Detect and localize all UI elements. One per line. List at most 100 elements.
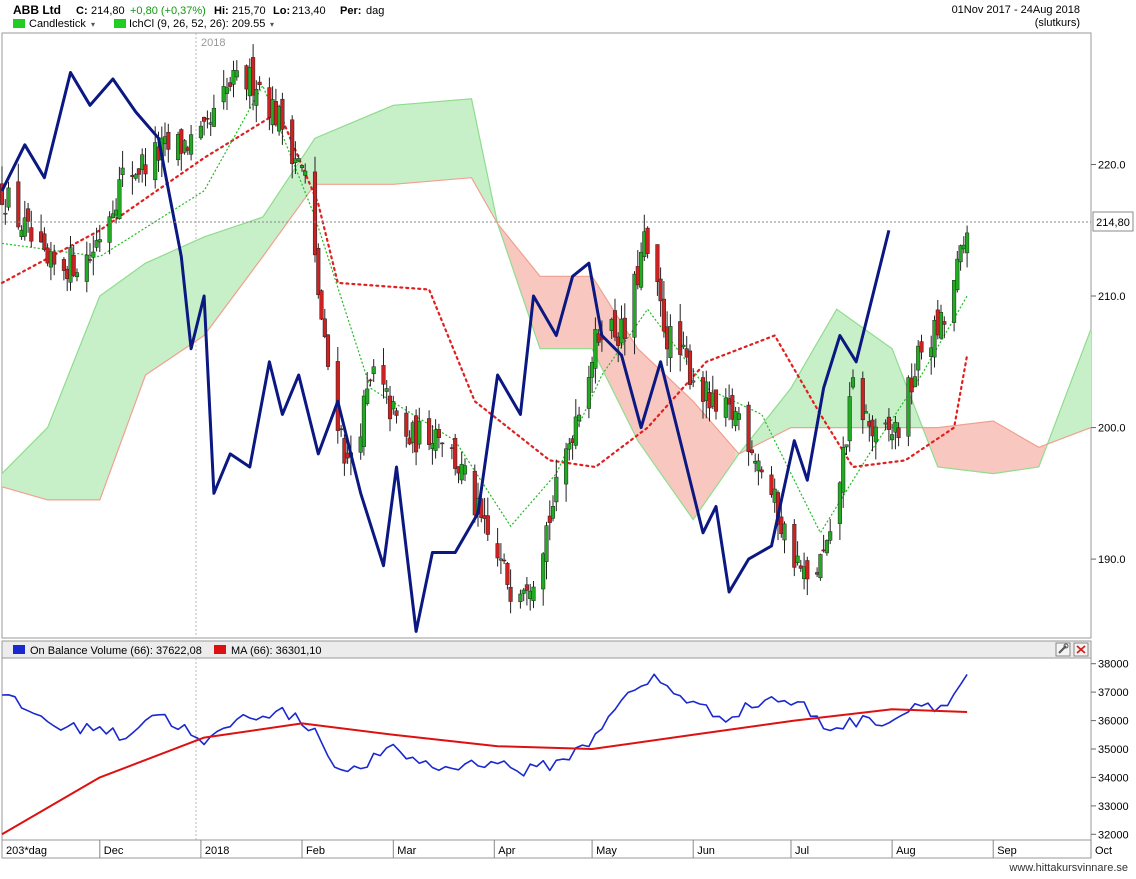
candle-body [932,320,937,358]
time-tick-label: Sep [997,845,1017,857]
time-tick-label: May [596,845,617,857]
candle [299,165,305,172]
last-price-tag-box [1092,211,1134,232]
candle-body [805,560,810,580]
candle-body [749,449,754,454]
candle [365,372,370,406]
watermark: www.hittakursvinnare.se [1008,862,1128,874]
hi-label: Hi: [214,5,229,17]
ichimoku-dropdown-icon[interactable]: ▾ [270,20,274,29]
candle [863,404,869,414]
candle-body [16,181,21,228]
candle-body [622,317,627,339]
candle [361,389,366,456]
candle [590,356,595,394]
obv-tick-label: 38000 [1098,659,1129,671]
candle [205,110,210,129]
candle [339,424,344,437]
candle-body [658,278,663,302]
candle [312,156,318,263]
candle [736,406,741,431]
candlestick-swatch [13,19,25,28]
time-tick-label: Mar [397,845,416,857]
candle [485,497,490,541]
candlestick-legend-item[interactable]: Candlestick ▾ [13,18,95,30]
price-tick-label: 200.0 [1098,423,1126,435]
candle-body [417,420,422,445]
candle-body [391,401,396,410]
candle-body [508,586,513,602]
obv-tick-label: 36000 [1098,716,1129,728]
candle [166,123,171,163]
candle [221,70,226,110]
candle-body [325,334,331,367]
candle [805,556,810,596]
ichimoku-legend-item[interactable]: IchCl (9, 26, 52, 26): 209.55 ▾ [114,18,274,30]
candle [254,80,259,123]
candle [531,581,536,609]
close-icon[interactable] [1073,642,1089,657]
candle [234,60,239,81]
candle [22,200,27,241]
candle [368,378,373,387]
obv-legend-label: On Balance Volume (66): 37622,08 [30,645,202,657]
candle [691,368,696,388]
candle [182,139,187,155]
candle [508,569,513,614]
time-tick-label: Aug [896,845,916,857]
candle [958,244,963,271]
candle [661,281,666,338]
candle [84,241,89,293]
candle-body [361,395,366,447]
candle-body [436,429,441,438]
candle-body [639,251,644,288]
obv-tick-label: 37000 [1098,687,1129,699]
period-selector[interactable]: 203*dag [6,845,47,857]
candle-body [769,474,774,495]
candle [52,244,57,276]
candle [417,407,422,449]
candle-body [29,227,34,242]
candle [769,466,774,498]
candle [906,375,911,447]
wrench-icon[interactable] [1055,642,1071,657]
candle [847,382,852,452]
candle [841,436,846,508]
candle-body [919,341,924,353]
candle-body [521,589,526,594]
candle-body [6,187,11,208]
candle [518,589,523,609]
ma-swatch [214,645,226,654]
cloud-region-2 [497,223,736,520]
candle [678,304,683,372]
candle-body [296,158,301,162]
candle [462,458,468,481]
candle [668,314,673,373]
candle [391,395,396,415]
candle-body [133,174,138,179]
candle-body [322,318,327,337]
candle-body [632,273,637,338]
candle-body [485,515,490,535]
candle [795,541,800,566]
candle-body [84,254,89,282]
period-selector-label[interactable]: 203*dag [6,845,47,857]
candle-body [668,326,673,358]
candle-body [531,586,536,601]
obv-tick-label: 33000 [1098,801,1129,813]
candle-body [140,154,145,170]
candle-body [440,442,445,445]
candle-body [524,584,529,591]
candle-body [965,232,970,254]
candle-body [736,413,741,420]
candle-body [577,414,582,422]
candlestick-dropdown-icon[interactable]: ▾ [91,20,95,29]
candle [564,442,569,502]
change-value: +0,80 (+0,37%) [130,5,206,17]
candle-body [182,140,187,153]
candle [890,423,895,450]
candle-body [916,345,921,371]
obv-line [1,673,968,777]
candle [577,406,582,428]
